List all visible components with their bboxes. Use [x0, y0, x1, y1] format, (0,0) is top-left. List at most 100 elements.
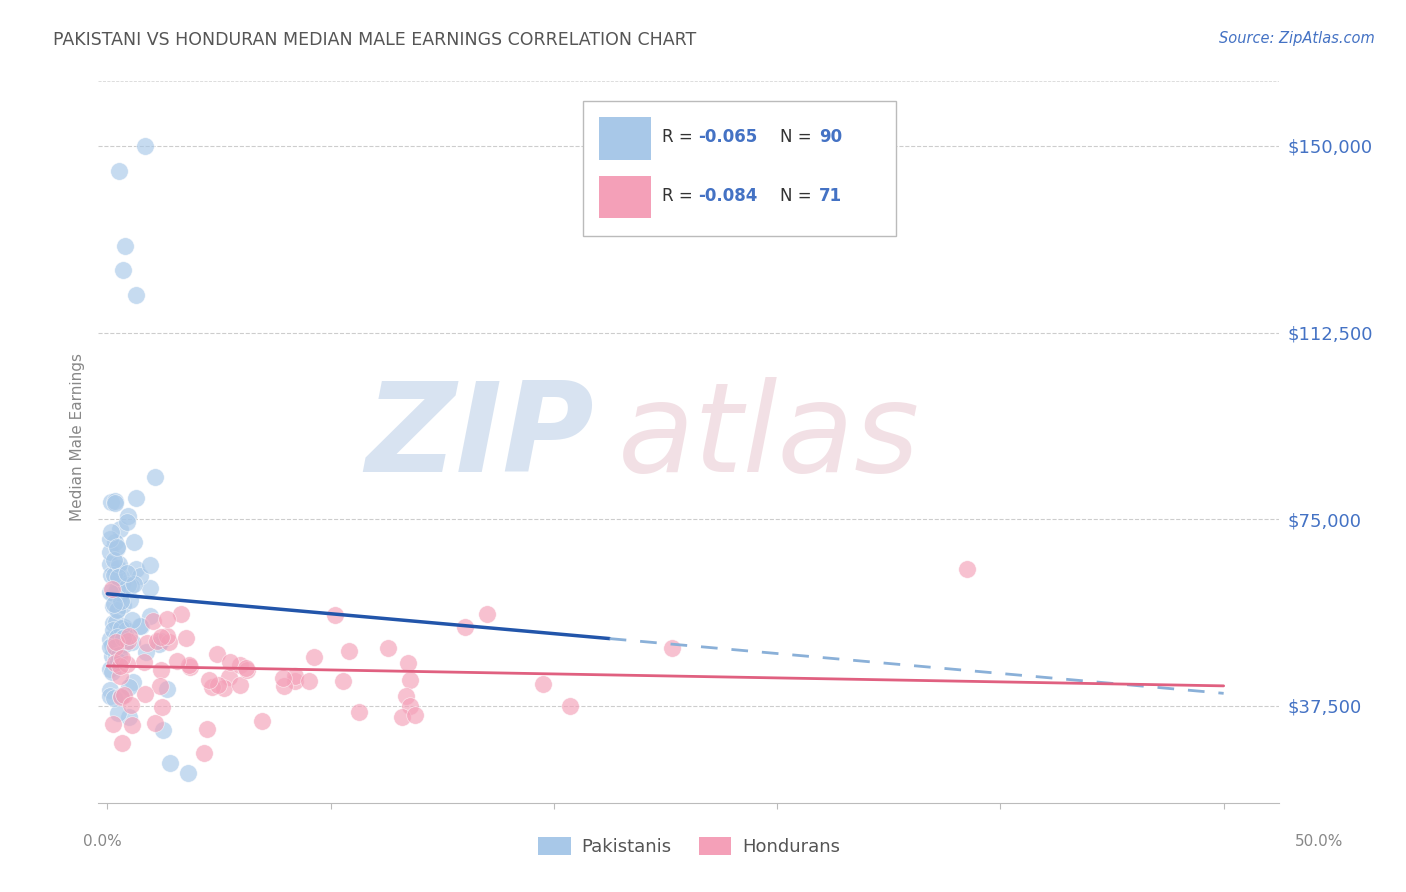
Point — [218, 655, 240, 669]
Point — [122, 535, 145, 549]
Point — [134, 687, 156, 701]
Point — [110, 570, 132, 584]
Point — [101, 665, 124, 679]
Point — [117, 509, 139, 524]
Point — [143, 470, 166, 484]
Point — [197, 673, 219, 688]
Point — [98, 683, 121, 698]
Point — [146, 634, 169, 648]
Point — [120, 698, 142, 712]
Point — [149, 634, 172, 648]
Point — [121, 613, 143, 627]
Point — [103, 716, 125, 731]
Point — [159, 635, 181, 649]
Point — [129, 619, 152, 633]
Point — [377, 641, 399, 656]
Point — [143, 716, 166, 731]
Point — [110, 690, 132, 705]
Point — [323, 607, 346, 622]
Point — [121, 718, 143, 732]
Point — [110, 577, 132, 591]
Point — [152, 700, 174, 714]
Point — [395, 690, 418, 704]
Point — [98, 640, 121, 654]
Point — [105, 541, 128, 555]
Point — [111, 650, 134, 665]
Point — [121, 635, 143, 649]
Point — [107, 648, 129, 662]
Text: 50.0%: 50.0% — [1295, 834, 1343, 849]
Point — [332, 674, 354, 689]
Point — [122, 577, 145, 591]
Point — [174, 631, 197, 645]
FancyBboxPatch shape — [599, 118, 651, 160]
Point — [193, 746, 215, 760]
Point — [177, 766, 200, 780]
Point — [98, 557, 121, 571]
Point — [273, 671, 295, 685]
Point — [103, 690, 125, 705]
Point — [110, 659, 132, 673]
Text: R =: R = — [662, 186, 697, 204]
Point — [100, 568, 122, 582]
FancyBboxPatch shape — [582, 101, 896, 235]
Point — [104, 496, 127, 510]
Point — [149, 630, 172, 644]
Point — [98, 545, 121, 559]
Point — [101, 615, 124, 630]
Point — [112, 632, 135, 646]
Point — [399, 673, 422, 688]
Point — [148, 637, 170, 651]
Point — [159, 756, 181, 770]
Point — [125, 288, 148, 302]
Point — [111, 598, 134, 612]
Point — [103, 597, 125, 611]
Point — [114, 238, 136, 252]
Point — [156, 612, 179, 626]
Point — [212, 681, 235, 695]
Text: 71: 71 — [818, 186, 842, 204]
Text: R =: R = — [662, 128, 697, 146]
Point — [560, 699, 582, 714]
Point — [302, 649, 325, 664]
Point — [117, 566, 139, 580]
Point — [115, 657, 138, 672]
Point — [107, 590, 129, 604]
Point — [166, 654, 188, 668]
Point — [284, 673, 307, 688]
Point — [404, 707, 426, 722]
Point — [398, 699, 420, 714]
Point — [104, 615, 127, 630]
Point — [110, 621, 132, 635]
Point — [98, 532, 121, 546]
Text: ZIP: ZIP — [366, 376, 595, 498]
Point — [98, 584, 121, 599]
Point — [139, 581, 162, 595]
Point — [135, 645, 157, 659]
Point — [136, 635, 159, 649]
Point — [169, 607, 191, 621]
Point — [152, 723, 174, 738]
Point — [107, 570, 129, 584]
Point — [142, 614, 165, 628]
Point — [110, 689, 132, 703]
Point — [118, 630, 141, 644]
Point — [110, 669, 132, 683]
Point — [98, 661, 121, 675]
Point — [103, 599, 125, 613]
Point — [111, 263, 134, 277]
Point — [104, 493, 127, 508]
Point — [108, 522, 131, 536]
Point — [956, 562, 979, 576]
Point — [111, 736, 134, 750]
Point — [107, 164, 129, 178]
Point — [149, 679, 172, 693]
Point — [105, 582, 128, 596]
Point — [179, 659, 201, 673]
Point — [337, 644, 360, 658]
Legend: Pakistanis, Hondurans: Pakistanis, Hondurans — [538, 837, 839, 856]
Point — [391, 709, 413, 723]
Point — [104, 566, 127, 580]
Point — [107, 706, 129, 720]
Point — [117, 578, 139, 592]
